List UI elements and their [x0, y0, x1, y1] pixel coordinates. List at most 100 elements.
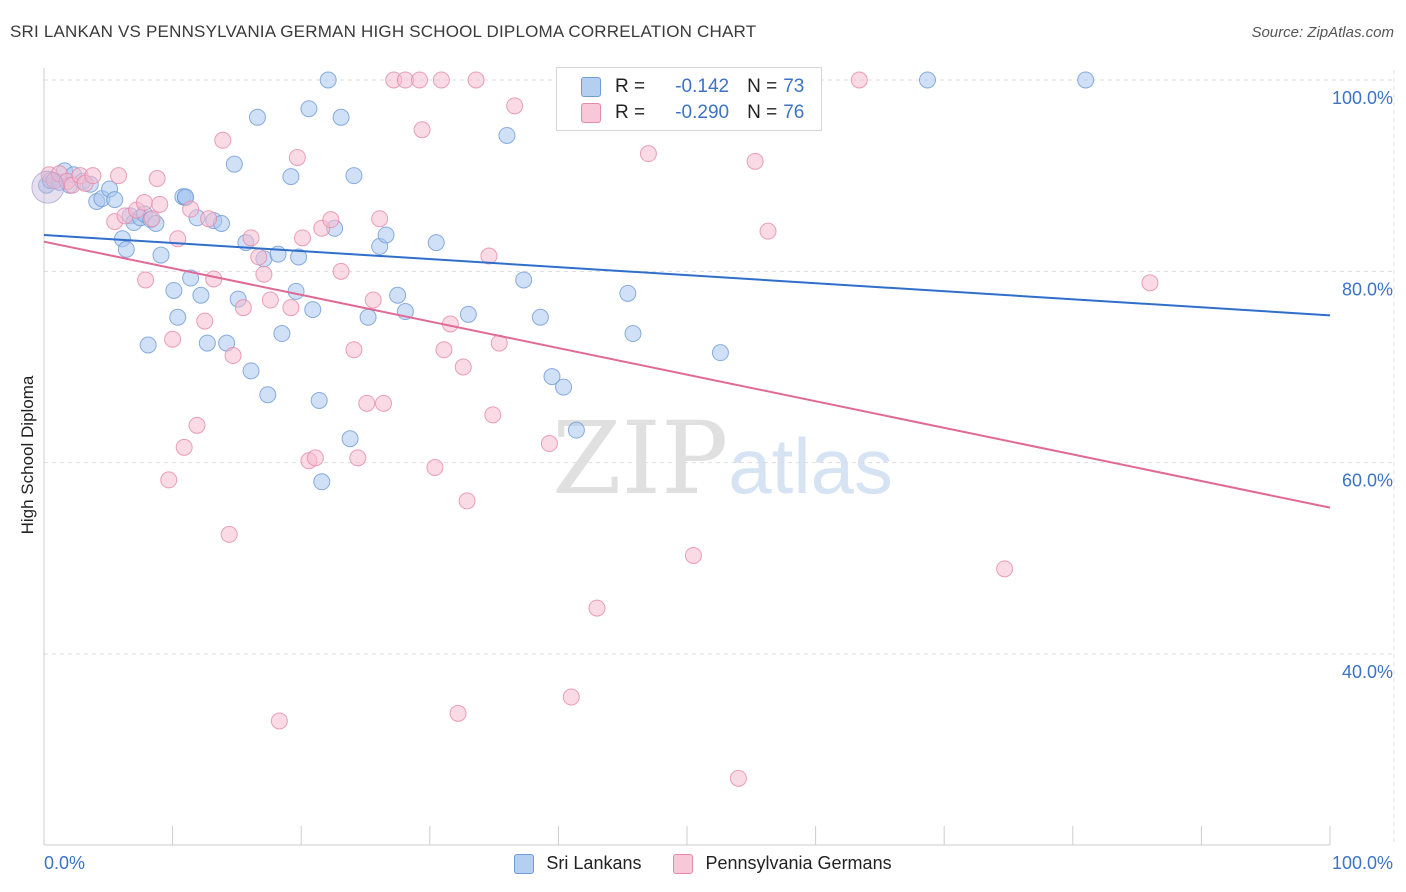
series-legend: Sri Lankans Pennsylvania Germans: [0, 853, 1406, 874]
point-pennsylvania-germans: [562, 688, 580, 706]
point-pennsylvania-germans: [413, 121, 431, 139]
point-sri-lankans: [273, 325, 291, 343]
point-pennsylvania-germans: [435, 341, 453, 359]
series-swatch-blue: [514, 853, 535, 874]
point-sri-lankans: [531, 308, 549, 326]
series-legend-item-blue[interactable]: Sri Lankans: [514, 853, 641, 874]
point-pennsylvania-germans: [175, 438, 193, 456]
tick-label-layer: 40.0% 60.0% 80.0% 100.0% 0.0% 100.0%: [44, 88, 1393, 873]
point-pennsylvania-germans: [205, 270, 223, 288]
point-sri-lankans: [106, 191, 124, 209]
point-pennsylvania-germans: [540, 435, 558, 453]
series-swatch-pink: [673, 853, 694, 874]
legend-swatch-blue: [581, 77, 601, 97]
point-pennsylvania-germans: [684, 546, 702, 564]
point-sri-lankans: [117, 240, 135, 258]
point-pennsylvania-germans: [270, 712, 288, 730]
point-pennsylvania-germans: [137, 271, 155, 289]
point-pennsylvania-germans: [426, 458, 444, 476]
y-tick-label: 80.0%: [1342, 279, 1393, 299]
grid-layer: [44, 70, 1395, 845]
point-sri-lankans: [290, 248, 308, 266]
point-pennsylvania-germans: [371, 210, 389, 228]
legend-swatch-pink: [581, 103, 601, 123]
legend-n-value-blue: 73: [783, 76, 805, 97]
point-pennsylvania-germans: [151, 195, 169, 213]
point-sri-lankans: [359, 308, 377, 326]
point-sri-lankans: [319, 71, 337, 89]
point-pennsylvania-germans: [506, 97, 524, 115]
point-pennsylvania-germans: [480, 247, 498, 265]
point-sri-lankans: [152, 246, 170, 264]
point-sri-lankans: [169, 308, 187, 326]
point-sri-lankans: [515, 271, 533, 289]
legend-r-label: R =: [615, 76, 646, 97]
point-pennsylvania-germans: [467, 71, 485, 89]
point-pennsylvania-germans: [242, 229, 260, 247]
point-sri-lankans: [711, 344, 729, 362]
point-pennsylvania-germans: [234, 299, 252, 317]
point-pennsylvania-germans: [148, 170, 166, 188]
point-sri-lankans: [304, 301, 322, 319]
y-axis-label: High School Diploma: [18, 375, 37, 535]
legend-n-label: N =: [747, 102, 778, 123]
point-pennsylvania-germans: [746, 152, 764, 170]
point-pennsylvania-germans: [639, 145, 657, 163]
point-sri-lankans: [248, 108, 266, 126]
point-pennsylvania-germans: [358, 394, 376, 412]
point-pennsylvania-germans: [200, 210, 218, 228]
point-pennsylvania-germans: [411, 71, 429, 89]
point-pennsylvania-germans: [250, 248, 268, 266]
point-sri-lankans: [619, 284, 637, 302]
point-pennsylvania-germans: [759, 222, 777, 240]
legend-row-blue: R = -0.142 N = 73: [581, 75, 804, 99]
trend-layer: [43, 233, 1331, 509]
point-sri-lankans: [300, 100, 318, 118]
point-pennsylvania-germans: [364, 291, 382, 309]
y-tick-label: 60.0%: [1342, 471, 1393, 491]
point-pennsylvania-germans: [1141, 274, 1159, 292]
point-pennsylvania-germans: [332, 262, 350, 280]
point-sri-lankans: [377, 226, 395, 244]
point-pennsylvania-germans: [143, 210, 161, 228]
point-sri-lankans: [567, 421, 585, 439]
point-sri-lankans: [555, 378, 573, 396]
point-pennsylvania-germans: [306, 449, 324, 467]
point-pennsylvania-germans: [396, 71, 414, 89]
series-legend-item-pink[interactable]: Pennsylvania Germans: [673, 853, 892, 874]
point-pennsylvania-germans: [160, 471, 178, 489]
x-tick-label: 100.0%: [1332, 853, 1393, 873]
point-sri-lankans: [198, 334, 216, 352]
point-sri-lankans: [242, 362, 260, 380]
point-pennsylvania-germans: [996, 560, 1014, 578]
legend-r-value-pink: -0.290: [675, 102, 730, 123]
legend-n-value-pink: 76: [783, 102, 805, 123]
point-pennsylvania-germans: [261, 291, 279, 309]
point-pennsylvania-germans: [432, 71, 450, 89]
point-sri-lankans: [287, 282, 305, 300]
stats-legend: R = -0.142 N = 73 R = -0.290 N = 76: [556, 67, 822, 131]
point-sri-lankans: [259, 386, 277, 404]
chart-title: SRI LANKAN VS PENNSYLVANIA GERMAN HIGH S…: [10, 22, 757, 41]
point-cluster: [31, 170, 65, 204]
point-sri-lankans: [332, 108, 350, 126]
legend-r-value-blue: -0.142: [675, 76, 730, 97]
x-tick-label: 0.0%: [44, 853, 85, 873]
point-pennsylvania-germans: [282, 299, 300, 317]
point-sri-lankans: [427, 234, 445, 252]
point-sri-lankans: [192, 286, 210, 304]
point-sri-lankans: [313, 473, 331, 491]
legend-n-label: N =: [747, 76, 778, 97]
point-pennsylvania-germans: [164, 330, 182, 348]
point-pennsylvania-germans: [293, 229, 311, 247]
point-sri-lankans: [498, 126, 516, 144]
series-label-blue: Sri Lankans: [546, 853, 642, 873]
point-pennsylvania-germans: [224, 347, 242, 365]
point-pennsylvania-germans: [454, 358, 472, 376]
legend-r-label: R =: [615, 102, 646, 123]
point-sri-lankans: [1077, 71, 1095, 89]
point-pennsylvania-germans: [214, 131, 232, 149]
axis-layer: [43, 68, 1331, 846]
point-sri-lankans: [225, 155, 243, 173]
